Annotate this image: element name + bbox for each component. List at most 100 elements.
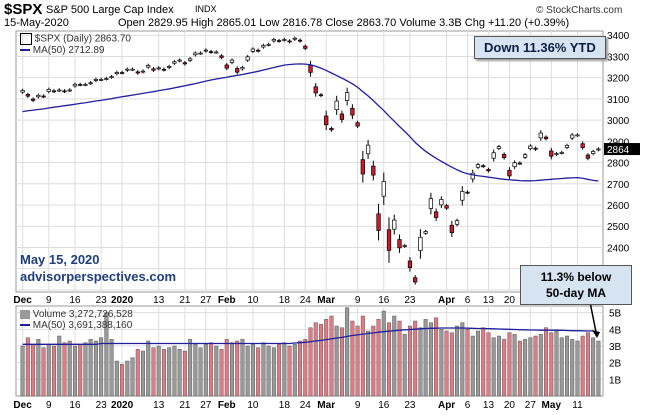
candle-body-73	[402, 245, 407, 247]
volume-bar-96	[523, 339, 528, 397]
price-xtick-9: 10	[247, 295, 259, 306]
candle-body-21	[130, 68, 135, 71]
volume-bar-47	[266, 345, 271, 397]
volume-xtick-15: 23	[404, 400, 416, 411]
price-xtick-17: 6	[465, 295, 471, 306]
candle-body-36	[208, 51, 214, 53]
volume-bar-62	[345, 307, 350, 397]
price-ytick-9: 3100	[607, 95, 630, 106]
candle-body-55	[308, 64, 313, 73]
candle-body-33	[193, 52, 198, 56]
volume-bar-29	[172, 345, 177, 397]
volume-bar-15	[99, 337, 104, 397]
callout-arrow-line	[589, 301, 597, 333]
volume-bar-36	[209, 342, 214, 397]
price-ytick-2: 2400	[607, 243, 630, 254]
volume-xtick-20: 27	[525, 400, 537, 411]
volume-bar-17	[109, 339, 114, 397]
volume-bar-76	[418, 327, 423, 397]
volume-bar-58	[324, 319, 329, 397]
volume-bar-110	[596, 340, 601, 397]
volume-bar-30	[177, 349, 182, 397]
volume-bar-94	[512, 334, 517, 397]
volume-bar-5	[46, 344, 51, 397]
candle-body-76	[418, 236, 423, 252]
candle-body-92	[502, 154, 507, 159]
candle-body-38	[219, 55, 224, 58]
volume-bar-80	[439, 329, 444, 397]
volume-bar-3	[36, 339, 41, 397]
ticker-symbol: $SPX	[4, 1, 43, 18]
candle-body-9	[67, 89, 72, 92]
volume-bar-12	[83, 342, 88, 397]
price-xtick-7: 27	[200, 295, 212, 306]
volume-bar-37	[214, 345, 219, 397]
candle-body-89	[486, 169, 491, 172]
candle-body-75	[413, 277, 418, 283]
candle-body-12	[83, 84, 88, 86]
price-xtick-1: 9	[46, 295, 52, 306]
price-ytick-4: 2600	[607, 201, 630, 212]
volume-bar-14	[93, 340, 98, 397]
volume-bar-34	[198, 347, 203, 397]
legend-vol-ma-label: MA(50) 3,691,388,160	[32, 320, 133, 331]
candle-body-42	[240, 67, 245, 70]
candle-body-69	[381, 181, 386, 197]
candle-body-91	[496, 146, 502, 149]
price-ytick-8: 3000	[607, 116, 630, 127]
volume-xtick-6: 21	[179, 400, 191, 411]
candle-body-83	[454, 220, 460, 225]
volume-bar-35	[203, 344, 208, 397]
volume-bar-45	[256, 347, 261, 397]
candle-body-99	[538, 132, 543, 139]
volume-bar-20	[125, 360, 130, 397]
volume-bar-57	[318, 324, 323, 397]
volume-xtick-10: 18	[279, 400, 291, 411]
price-ma-line	[22, 63, 599, 182]
volume-bar-83	[455, 325, 460, 397]
volume-bar-87	[476, 330, 480, 397]
candle-body-77	[423, 231, 428, 234]
candle-body-2	[30, 98, 36, 101]
legend-ma-label: MA(50) 2712.89	[32, 45, 105, 56]
volume-bar-51	[287, 345, 292, 397]
price-xtick-15: 23	[404, 295, 416, 306]
volume-bar-46	[261, 342, 266, 397]
price-ytick-10: 3200	[607, 74, 630, 85]
candle-body-65	[360, 159, 365, 175]
volume-bar-18	[114, 360, 119, 397]
volume-bar-82	[449, 332, 454, 397]
volume-bar-4	[41, 347, 46, 397]
volume-bar-59	[329, 315, 334, 397]
candle-body-59	[329, 128, 334, 131]
price-xtick-10: 18	[279, 295, 291, 306]
candle-body-51	[287, 40, 292, 43]
candle-body-30	[177, 59, 182, 62]
candle-body-80	[439, 199, 444, 206]
price-xtick-8: Feb	[218, 295, 236, 306]
candle-body-26	[156, 67, 161, 70]
candle-body-97	[528, 145, 533, 149]
price-xtick-13: 9	[355, 295, 361, 306]
candle-body-14	[93, 79, 99, 81]
candle-body-37	[214, 51, 219, 54]
candle-body-52	[292, 37, 297, 40]
volume-bar-11	[78, 344, 83, 397]
candle-body-82	[449, 224, 454, 233]
volume-xtick-14: 16	[378, 400, 390, 411]
candle-body-49	[276, 40, 282, 42]
volume-bar-68	[376, 319, 381, 397]
volume-bar-77	[423, 319, 428, 397]
volume-bar-48	[271, 347, 276, 397]
candle-body-6	[51, 90, 57, 93]
volume-bar-108	[585, 332, 590, 397]
volume-bar-0	[20, 345, 25, 397]
volume-bar-25	[151, 347, 156, 397]
volume-bar-19	[120, 364, 125, 397]
volume-bar-90	[491, 337, 496, 397]
volume-bar-78	[428, 322, 433, 397]
candle-body-88	[481, 165, 486, 168]
candle-body-0	[20, 90, 25, 93]
candle-body-19	[119, 72, 125, 74]
candle-body-81	[444, 205, 449, 209]
